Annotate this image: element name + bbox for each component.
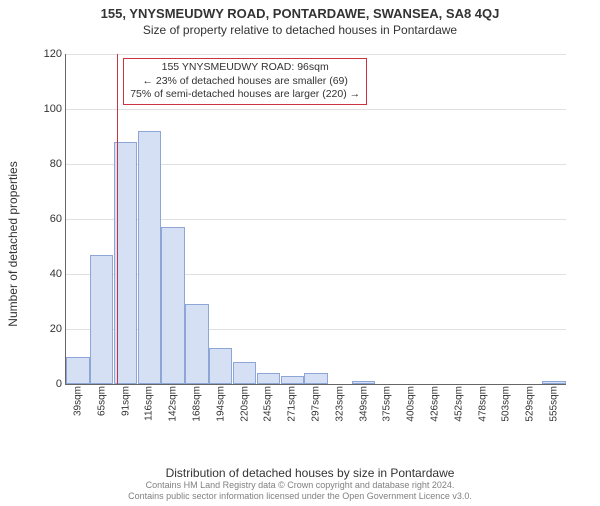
chart-container: Number of detached properties 0204060801… bbox=[45, 54, 575, 434]
footer-line-1: Contains HM Land Registry data © Crown c… bbox=[0, 480, 600, 491]
x-tick-label: 529sqm bbox=[525, 386, 536, 422]
y-tick-label: 120 bbox=[44, 48, 62, 60]
histogram-bar bbox=[138, 131, 161, 384]
x-tick-label: 116sqm bbox=[144, 386, 155, 421]
annotation-line: 155 YNYSMEUDWY ROAD: 96sqm bbox=[130, 61, 360, 75]
histogram-bar bbox=[209, 348, 232, 384]
annotation-line: 75% of semi-detached houses are larger (… bbox=[130, 88, 360, 102]
x-tick-label: 271sqm bbox=[287, 386, 298, 422]
y-tick-label: 100 bbox=[44, 103, 62, 115]
y-tick-label: 20 bbox=[50, 323, 62, 335]
page-title: 155, YNYSMEUDWY ROAD, PONTARDAWE, SWANSE… bbox=[0, 6, 600, 21]
x-tick-label: 426sqm bbox=[430, 386, 441, 422]
x-tick-label: 297sqm bbox=[311, 386, 322, 422]
histogram-bar bbox=[66, 357, 89, 385]
histogram-bar bbox=[281, 376, 304, 384]
x-tick-label: 91sqm bbox=[120, 386, 131, 416]
histogram-bar bbox=[185, 304, 208, 384]
gridline bbox=[66, 54, 566, 55]
x-tick-label: 375sqm bbox=[382, 386, 393, 422]
x-tick-label: 452sqm bbox=[453, 386, 464, 422]
gridline bbox=[66, 109, 566, 110]
histogram-bar bbox=[257, 373, 280, 384]
y-tick-label: 60 bbox=[50, 213, 62, 225]
x-tick-label: 503sqm bbox=[501, 386, 512, 422]
x-tick-label: 555sqm bbox=[549, 386, 560, 422]
x-tick-label: 323sqm bbox=[334, 386, 345, 422]
y-tick-label: 40 bbox=[50, 268, 62, 280]
annotation-line: ← 23% of detached houses are smaller (69… bbox=[130, 75, 360, 89]
histogram-bar bbox=[90, 255, 113, 384]
y-tick-label: 80 bbox=[50, 158, 62, 170]
x-tick-label: 194sqm bbox=[215, 386, 226, 422]
y-tick-label: 0 bbox=[56, 378, 62, 390]
annotation-box: 155 YNYSMEUDWY ROAD: 96sqm← 23% of detac… bbox=[123, 58, 367, 105]
plot-area: 02040608010012039sqm65sqm91sqm116sqm142s… bbox=[65, 54, 566, 385]
property-marker-line bbox=[117, 54, 118, 384]
x-tick-label: 168sqm bbox=[191, 386, 202, 422]
x-tick-label: 478sqm bbox=[477, 386, 488, 422]
page-subtitle: Size of property relative to detached ho… bbox=[0, 23, 600, 37]
histogram-bar bbox=[304, 373, 327, 384]
histogram-bar bbox=[233, 362, 256, 384]
footer-text: Contains HM Land Registry data © Crown c… bbox=[0, 480, 600, 503]
x-tick-label: 39sqm bbox=[72, 386, 83, 416]
y-axis-label: Number of detached properties bbox=[6, 161, 20, 326]
histogram-bar bbox=[542, 381, 565, 384]
histogram-bar bbox=[161, 227, 184, 384]
x-axis-label: Distribution of detached houses by size … bbox=[166, 466, 455, 480]
x-tick-label: 65sqm bbox=[96, 386, 107, 416]
x-tick-label: 349sqm bbox=[358, 386, 369, 422]
x-tick-label: 400sqm bbox=[406, 386, 417, 422]
footer-line-2: Contains public sector information licen… bbox=[0, 491, 600, 502]
histogram-bar bbox=[352, 381, 375, 384]
x-tick-label: 220sqm bbox=[239, 386, 250, 422]
x-tick-label: 245sqm bbox=[263, 386, 274, 422]
x-tick-label: 142sqm bbox=[168, 386, 179, 422]
